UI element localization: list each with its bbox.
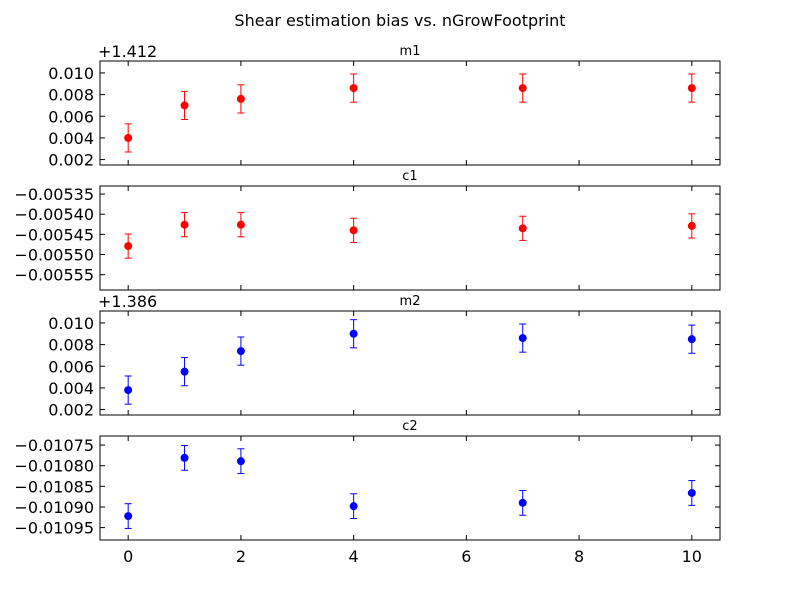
y-offset-label: +1.386 [98, 292, 157, 311]
marker [124, 512, 133, 521]
x-tick-label: 0 [123, 547, 133, 566]
data-point [180, 444, 189, 471]
y-tick-label: 0.002 [48, 401, 94, 420]
data-point [180, 212, 189, 238]
data-point [349, 493, 358, 520]
data-point [518, 215, 527, 241]
y-tick-label: 0.008 [48, 336, 94, 355]
subplot-c1: c1 −0.00535−0.00540−0.00545 −0.00550−0.005… [14, 169, 721, 291]
axes-frame [99, 310, 721, 416]
y-tick-label: −0.01085 [14, 477, 94, 496]
x-tick-label: 4 [349, 547, 359, 566]
marker [180, 453, 189, 462]
y-tick-label: −0.00535 [14, 185, 94, 204]
y-tick-label: 0.010 [48, 314, 94, 333]
data-point [687, 73, 696, 103]
data-point [687, 480, 696, 506]
y-tick-label: −0.01075 [14, 436, 94, 455]
marker [124, 242, 133, 251]
y-tick-label: −0.00555 [14, 266, 94, 285]
marker [687, 84, 696, 93]
subplot-title: c1 [402, 169, 417, 184]
marker [236, 220, 245, 229]
marker [124, 133, 133, 142]
marker [180, 101, 189, 110]
data-point [687, 213, 696, 239]
axes-frame [99, 60, 721, 166]
marker [518, 224, 527, 233]
marker [518, 498, 527, 507]
data-point [349, 319, 358, 349]
y-tick-label: −0.00540 [14, 205, 94, 224]
marker [236, 347, 245, 356]
x-tick-label: 2 [236, 547, 246, 566]
y-tick-label: 0.002 [48, 151, 94, 170]
y-tick-label: −0.00545 [14, 225, 94, 244]
data-point [236, 84, 245, 114]
marker [180, 367, 189, 376]
data-point [124, 233, 133, 259]
marker [349, 226, 358, 235]
data-point [687, 324, 696, 354]
axes-frame [99, 185, 721, 291]
data-point [124, 123, 133, 153]
data-point [236, 448, 245, 475]
subplot-title: c2 [402, 419, 417, 434]
x-tick-label: 10 [682, 547, 702, 566]
marker [518, 84, 527, 93]
data-point [518, 73, 527, 103]
subplots: m1 +1.412 0.002 0.004 0.006 0.008 0.010 c1 −0.00… [14, 42, 721, 566]
subplot-m1: m1 +1.412 0.002 0.004 0.006 0.008 0.010 [48, 42, 721, 170]
data-point [518, 323, 527, 353]
data-point [349, 217, 358, 243]
data-point [180, 357, 189, 387]
figure-title: Shear estimation bias vs. nGrowFootprint [234, 11, 565, 30]
subplot-m2: m2 +1.386 0.002 0.004 0.006 0.008 0.010 [48, 292, 721, 420]
data-point [518, 489, 527, 516]
marker [349, 329, 358, 338]
x-tick-label: 8 [574, 547, 584, 566]
x-tick-label: 6 [461, 547, 471, 566]
marker [124, 386, 133, 395]
marker [180, 220, 189, 229]
marker [687, 335, 696, 344]
subplot-title: m1 [400, 44, 421, 59]
data-point [236, 336, 245, 366]
data-point [124, 375, 133, 405]
marker [687, 221, 696, 230]
data-point [349, 73, 358, 103]
subplot-c2: c2 −0.01075 −0.01080−0.01085 −0.01090 −0.010… [14, 419, 721, 566]
y-tick-label: 0.006 [48, 357, 94, 376]
marker [518, 334, 527, 343]
y-tick-label: −0.00550 [14, 246, 94, 265]
y-tick-label: 0.010 [48, 64, 94, 83]
subplot-title: m2 [400, 294, 421, 309]
marker [236, 457, 245, 466]
y-tick-label: −0.01090 [14, 498, 94, 517]
y-tick-label: 0.004 [48, 129, 94, 148]
data-point [124, 503, 133, 529]
axes-frame [99, 435, 721, 541]
data-point [180, 90, 189, 120]
marker [349, 502, 358, 511]
marker [236, 94, 245, 103]
marker [349, 84, 358, 93]
y-tick-label: 0.008 [48, 86, 94, 105]
y-tick-label: 0.004 [48, 379, 94, 398]
data-point [236, 212, 245, 238]
marker [687, 488, 696, 497]
y-tick-label: −0.01080 [14, 457, 94, 476]
y-tick-label: −0.01095 [14, 519, 94, 538]
y-offset-label: +1.412 [98, 42, 157, 61]
y-tick-label: 0.006 [48, 107, 94, 126]
